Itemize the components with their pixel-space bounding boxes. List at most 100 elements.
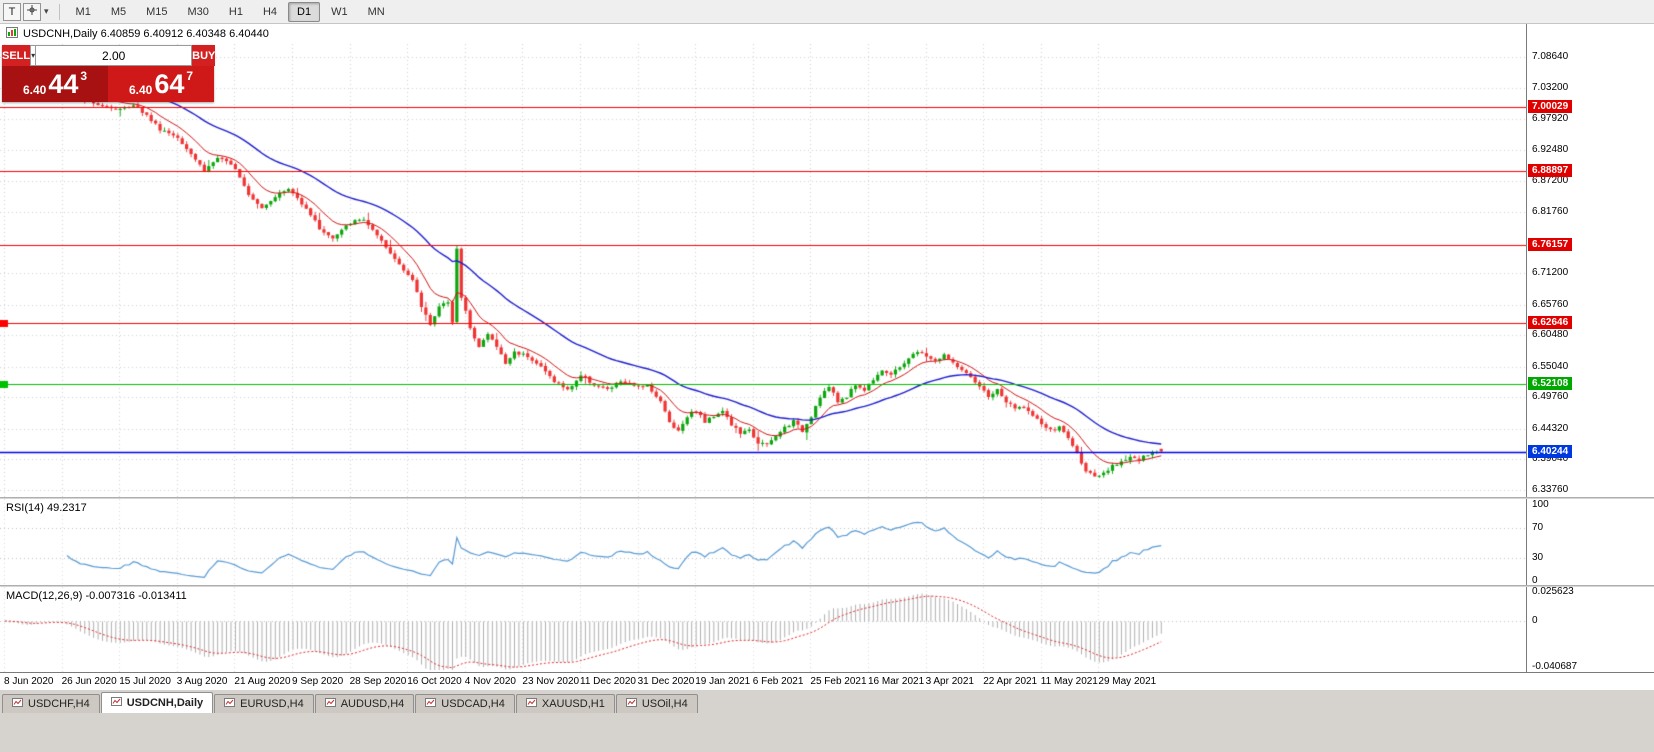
date-label: 8 Jun 2020 bbox=[4, 676, 54, 687]
price-tick-label: 6.71200 bbox=[1532, 267, 1569, 279]
chart-tab-xauusd-h1[interactable]: XAUUSD,H1 bbox=[515, 694, 615, 713]
volume-dropdown-button[interactable]: ▾ bbox=[30, 45, 37, 66]
date-label: 16 Mar 2021 bbox=[868, 676, 925, 687]
date-label: 31 Dec 2020 bbox=[637, 676, 695, 687]
rsi-axis-label: 30 bbox=[1532, 552, 1544, 564]
date-label: 25 Feb 2021 bbox=[810, 676, 867, 687]
timeframe-button-m15[interactable]: M15 bbox=[146, 5, 168, 18]
price-tick-label: 7.08640 bbox=[1532, 51, 1569, 62]
date-label: 11 May 2021 bbox=[1040, 676, 1098, 687]
timeframe-button-m30[interactable]: M30 bbox=[187, 5, 209, 18]
date-label: 23 Nov 2020 bbox=[522, 676, 580, 687]
macd-label: MACD(12,26,9) -0.007316 -0.013411 bbox=[6, 590, 187, 602]
price-tick-label: 6.39040 bbox=[1532, 453, 1569, 465]
date-label: 29 May 2021 bbox=[1098, 676, 1157, 687]
price-line-badge: 7.00029 bbox=[1528, 99, 1573, 113]
date-label: 11 Dec 2020 bbox=[580, 676, 636, 687]
timeframe-button-m1[interactable]: M1 bbox=[75, 5, 91, 18]
chart-tab-eurusd-h4[interactable]: EURUSD,H4 bbox=[214, 694, 314, 713]
date-label: 4 Nov 2020 bbox=[464, 676, 516, 687]
buy-button[interactable]: BUY bbox=[192, 45, 216, 66]
price-tick-label: 6.65760 bbox=[1532, 298, 1569, 310]
rsi-label: RSI(14) 49.2317 bbox=[6, 502, 87, 514]
price-tick-label: 6.33760 bbox=[1532, 483, 1569, 495]
price-line-badge: 6.40244 bbox=[1528, 445, 1573, 459]
chart-tab-label: AUDUSD,H4 bbox=[340, 698, 405, 710]
chart-tab-usdcnh-daily[interactable]: USDCNH,Daily bbox=[100, 692, 214, 713]
chart-window: USDCNH,Daily 6.40859 6.40912 6.40348 6.4… bbox=[0, 24, 1654, 690]
date-label: 28 Sep 2020 bbox=[349, 676, 407, 687]
chart-tab-label: XAUUSD,H1 bbox=[541, 698, 605, 710]
macd-axis-label: -0.040687 bbox=[1532, 661, 1578, 672]
chart-tab-usdcad-h4[interactable]: USDCAD,H4 bbox=[415, 694, 515, 713]
price-tick-label: 6.97920 bbox=[1532, 112, 1569, 124]
rsi-axis-label: 0 bbox=[1532, 575, 1538, 586]
date-label: 16 Oct 2020 bbox=[407, 676, 462, 687]
rsi-axis-label: 70 bbox=[1532, 521, 1544, 533]
ask-price-sup: 7 bbox=[186, 69, 194, 83]
chart-tab-icon bbox=[12, 698, 23, 710]
toolbar: T ▾ M1 M5 M15 M30 H1 H4 D1 W1 MN bbox=[0, 0, 1654, 24]
chart-tab-audusd-h4[interactable]: AUDUSD,H4 bbox=[314, 694, 415, 713]
chart-tab-icon bbox=[525, 698, 537, 710]
bid-price-small: 6.40 bbox=[22, 83, 47, 97]
rsi-pane-canvas[interactable] bbox=[0, 499, 1526, 585]
timeframe-button-mn[interactable]: MN bbox=[367, 5, 385, 18]
chart-tab-usoil-h4[interactable]: USOil,H4 bbox=[615, 694, 698, 713]
date-label: 19 Jan 2021 bbox=[695, 676, 751, 687]
status-strip bbox=[0, 713, 1654, 752]
macd-axis-label: 0.025623 bbox=[1532, 586, 1574, 597]
ask-price-small: 6.40 bbox=[128, 83, 153, 97]
timeframe-button-h4[interactable]: H4 bbox=[262, 5, 278, 18]
bid-price-sup: 3 bbox=[80, 69, 88, 83]
date-label: 15 Jul 2020 bbox=[119, 676, 171, 687]
pane-separator-rsi[interactable] bbox=[0, 497, 1654, 499]
chart-title-text: USDCNH,Daily 6.40859 6.40912 6.40348 6.4… bbox=[23, 28, 269, 40]
chart-tab-usdchf-h4[interactable]: USDCHF,H4 bbox=[2, 694, 100, 713]
text-tool-button[interactable]: T bbox=[3, 2, 21, 21]
chart-tab-icon bbox=[110, 697, 122, 709]
volume-dropdown-arrow-icon: ▾ bbox=[31, 51, 36, 60]
price-tick-label: 6.44320 bbox=[1532, 422, 1569, 434]
chart-tab-label: EURUSD,H4 bbox=[240, 698, 304, 710]
bid-price-button[interactable]: 6.40 44 3 bbox=[2, 66, 108, 102]
pane-separator-macd[interactable] bbox=[0, 585, 1654, 587]
price-tick-label: 6.87200 bbox=[1532, 174, 1569, 186]
toolbar-separator bbox=[58, 3, 60, 20]
timeframe-button-w1[interactable]: W1 bbox=[331, 5, 348, 18]
date-label: 22 Apr 2021 bbox=[983, 676, 1038, 687]
chart-tab-label: USDCAD,H4 bbox=[441, 698, 505, 710]
timeframe-button-d1[interactable]: D1 bbox=[288, 1, 321, 22]
price-tick-label: 7.03200 bbox=[1532, 82, 1569, 94]
crosshair-tool-button[interactable] bbox=[23, 2, 41, 21]
price-tick-label: 6.92480 bbox=[1532, 144, 1569, 156]
chart-title-row: USDCNH,Daily 6.40859 6.40912 6.40348 6.4… bbox=[6, 27, 269, 41]
rsi-axis-label: 100 bbox=[1532, 499, 1549, 510]
timeframe-button-h1[interactable]: H1 bbox=[228, 5, 243, 18]
bid-price-big: 44 bbox=[48, 69, 79, 99]
macd-pane-canvas[interactable] bbox=[0, 587, 1526, 672]
date-label: 9 Sep 2020 bbox=[292, 676, 344, 687]
price-line-badge: 6.88897 bbox=[1528, 164, 1573, 178]
chart-tab-label: USDCNH,Daily bbox=[126, 697, 204, 709]
chart-tab-icon bbox=[224, 698, 236, 710]
price-line-badge: 6.62646 bbox=[1528, 315, 1573, 329]
time-axis[interactable]: 8 Jun 2020 26 Jun 2020 15 Jul 2020 3 Aug 20… bbox=[0, 672, 1654, 690]
price-tick-label: 6.81760 bbox=[1532, 206, 1569, 218]
ask-price-big: 64 bbox=[154, 69, 185, 99]
one-click-trading-widget: SELL ▾ BUY 6.40 44 3 6.40 64 7 bbox=[2, 45, 216, 102]
price-axis[interactable]: 7.08640 7.03200 6.97920 6.92480 6.87200 6.817… bbox=[1526, 24, 1653, 672]
volume-input[interactable] bbox=[36, 45, 193, 66]
price-line-badge: 6.76157 bbox=[1528, 237, 1573, 251]
tool-dropdown-arrow-icon[interactable]: ▾ bbox=[44, 6, 49, 16]
timeframe-button-m5[interactable]: M5 bbox=[110, 5, 127, 18]
ask-price-button[interactable]: 6.40 64 7 bbox=[108, 66, 214, 102]
date-label: 21 Aug 2020 bbox=[234, 676, 291, 687]
sell-button[interactable]: SELL bbox=[2, 45, 31, 66]
price-chart-canvas[interactable] bbox=[0, 44, 1526, 497]
chart-tab-icon bbox=[625, 698, 637, 710]
chart-tab-bar: USDCHF,H4 USDCNH,Daily EURUSD,H4 AUDUSD,H4 U… bbox=[0, 692, 1654, 713]
date-label: 3 Aug 2020 bbox=[176, 676, 228, 687]
date-label: 26 Jun 2020 bbox=[61, 676, 117, 687]
macd-axis-label: 0 bbox=[1532, 614, 1538, 626]
